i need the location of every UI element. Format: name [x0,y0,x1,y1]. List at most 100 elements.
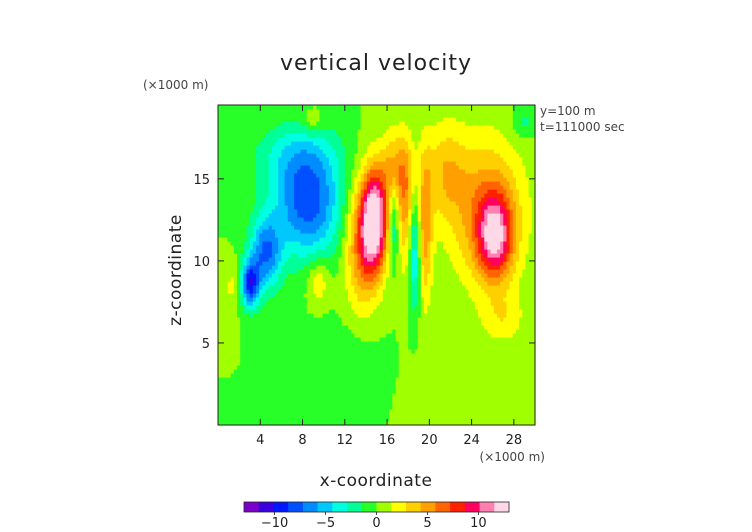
heatmap-cell [233,293,238,298]
heatmap-cell [373,133,378,138]
heatmap-cell [313,201,317,206]
heatmap-cell [408,109,412,114]
heatmap-cell [240,373,244,378]
heatmap-cell [379,281,384,286]
heatmap-cell [332,317,336,322]
heatmap-cell [265,149,270,154]
heatmap-cell [256,185,260,190]
heatmap-cell [246,357,251,362]
heatmap-cell [373,173,378,178]
heatmap-cell [363,141,368,146]
heatmap-cell [230,349,235,354]
heatmap-cell [379,137,384,142]
heatmap-cell [265,405,270,410]
heatmap-cell [227,385,232,390]
heatmap-cell [335,165,340,170]
heatmap-cell [338,313,343,318]
heatmap-cell [328,281,333,286]
heatmap-cell [316,297,321,302]
heatmap-cell [341,413,346,418]
heatmap-cell [221,205,225,210]
heatmap-cell [221,289,225,294]
heatmap-cell [278,369,282,374]
heatmap-cell [405,377,409,382]
heatmap-cell [224,173,229,178]
heatmap-cell [221,397,225,402]
heatmap-cell [243,349,248,354]
heatmap-cell [237,225,241,230]
heatmap-cell [309,333,314,338]
heatmap-cell [316,213,321,218]
heatmap-cell [411,405,416,410]
heatmap-cell [398,305,403,310]
heatmap-cell [357,337,362,342]
heatmap-cell [237,113,241,118]
heatmap-cell [306,181,311,186]
heatmap-cell [392,221,397,226]
heatmap-cell [363,173,368,178]
heatmap-cell [354,341,359,346]
heatmap-cell [398,261,403,266]
heatmap-cell [376,133,381,138]
heatmap-cell [224,401,229,406]
heatmap-cell [351,153,355,158]
heatmap-cell [386,161,390,166]
heatmap-cell [252,321,257,326]
heatmap-cell [252,397,257,402]
heatmap-cell [278,385,282,390]
heatmap-cell [309,157,314,162]
heatmap-cell [341,121,346,126]
heatmap-cell [268,417,273,422]
heatmap-cell [284,333,289,338]
heatmap-cell [278,157,282,162]
heatmap-cell [373,257,378,262]
heatmap-cell [344,333,349,338]
heatmap-cell [351,257,355,262]
heatmap-cell [344,329,349,334]
heatmap-cell [265,189,270,194]
heatmap-cell [294,377,298,382]
heatmap-cell [389,285,393,290]
heatmap-cell [284,345,289,350]
heatmap-cell [328,161,333,166]
heatmap-cell [332,309,336,314]
heatmap-cell [354,197,359,202]
heatmap-cell [338,317,343,322]
heatmap-cell [271,117,276,122]
heatmap-cell [376,333,381,338]
heatmap-cell [252,277,257,282]
heatmap-cell [290,405,295,410]
heatmap-cell [297,133,302,138]
heatmap-cell [382,345,387,350]
heatmap-cell [414,361,419,366]
heatmap-cell [268,393,273,398]
heatmap-cell [265,241,270,246]
heatmap-cell [376,297,381,302]
heatmap-cell [230,345,235,350]
heatmap-cell [405,165,409,170]
heatmap-cell [354,325,359,330]
heatmap-cell [233,205,238,210]
heatmap-cell [335,229,340,234]
heatmap-cell [322,417,327,422]
heatmap-cell [243,125,248,130]
heatmap-cell [389,185,393,190]
heatmap-cell [300,257,305,262]
heatmap-cell [363,193,368,198]
heatmap-cell [287,137,292,142]
heatmap-cell [354,369,359,374]
heatmap-cell [357,181,362,186]
heatmap-cell [306,285,311,290]
heatmap-cell [325,149,330,154]
heatmap-cell [275,401,279,406]
heatmap-cell [344,317,349,322]
heatmap-cell [379,333,384,338]
heatmap-cell [335,389,340,394]
heatmap-cell [262,393,267,398]
heatmap-cell [351,265,355,270]
heatmap-cell [287,373,292,378]
heatmap-cell [357,333,362,338]
heatmap-cell [227,281,232,286]
heatmap-cell [268,317,273,322]
heatmap-cell [319,341,324,346]
